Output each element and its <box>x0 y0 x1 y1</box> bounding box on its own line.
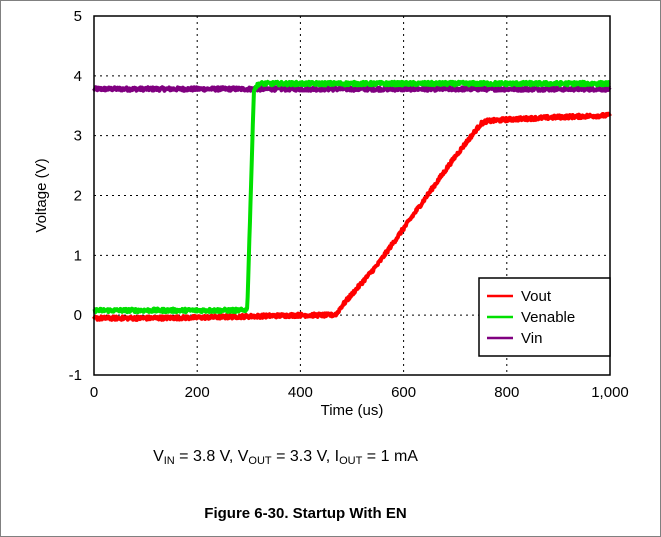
x-tick-label: 0 <box>90 384 98 401</box>
series-line-venable <box>92 79 612 315</box>
y-tick-label: 2 <box>74 188 82 205</box>
legend: Vout Venable Vin <box>478 277 611 357</box>
test-conditions: VIN = 3.8 V, VOUT = 3.3 V, IOUT = 1 mA <box>153 448 418 467</box>
chart: 0 200 400 600 800 1,000 -1 0 1 2 3 4 5 Time (us) Vol… <box>33 8 629 419</box>
figure-caption: Figure 6-30. Startup With EN <box>204 505 407 522</box>
plot-border <box>93 15 611 376</box>
legend-label: Vout <box>521 288 552 305</box>
x-tick-label: 800 <box>494 384 519 401</box>
series-line-vout <box>92 111 612 322</box>
x-axis-label: Time (us) <box>321 402 384 419</box>
y-tick-label: 4 <box>74 68 82 85</box>
y-tick-label: 1 <box>74 247 82 264</box>
x-tick-label: 1,000 <box>591 384 629 401</box>
series-layer <box>92 79 612 322</box>
y-tick-label: 3 <box>74 128 82 145</box>
y-tick-label: 5 <box>74 8 82 25</box>
legend-label: Vin <box>521 330 542 347</box>
legend-label: Venable <box>521 309 575 326</box>
y-tick-label: 0 <box>74 307 82 324</box>
y-axis-label: Voltage (V) <box>33 158 50 232</box>
x-tick-label: 400 <box>288 384 313 401</box>
grid-layer <box>94 16 610 375</box>
y-tick-label: -1 <box>69 367 82 384</box>
x-tick-label: 600 <box>391 384 416 401</box>
tick-layer: 0 200 400 600 800 1,000 -1 0 1 2 3 4 5 <box>69 8 629 401</box>
x-tick-label: 200 <box>185 384 210 401</box>
series-line-vin <box>92 85 612 93</box>
